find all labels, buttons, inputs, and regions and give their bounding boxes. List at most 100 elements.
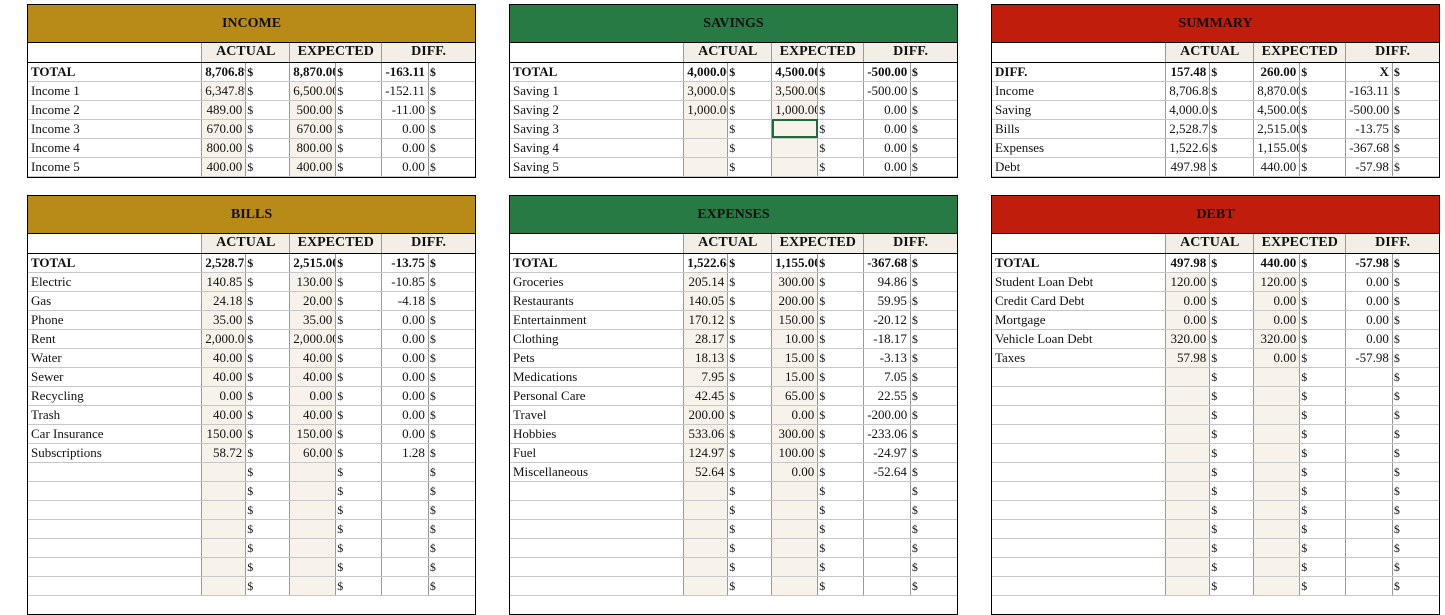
expected-value[interactable]: 400.00	[289, 157, 337, 177]
actual-value[interactable]	[1165, 424, 1211, 444]
row-label[interactable]	[992, 386, 1167, 406]
diff-value[interactable]: -233.06	[863, 424, 911, 444]
expected-value[interactable]	[771, 138, 819, 158]
expected-value[interactable]: 40.00	[289, 348, 337, 368]
diff-value[interactable]: -500.00	[1345, 100, 1393, 120]
actual-value[interactable]: 8,706.89	[1165, 81, 1211, 101]
diff-value[interactable]: -4.18	[381, 291, 429, 311]
actual-value[interactable]: 2,000.00	[201, 329, 247, 349]
diff-value[interactable]: -13.75	[1345, 119, 1393, 139]
diff-value[interactable]	[381, 576, 429, 596]
diff-value[interactable]: -57.98	[1345, 157, 1393, 177]
expected-value[interactable]	[1253, 405, 1301, 425]
actual-value[interactable]	[683, 119, 729, 139]
row-label[interactable]: Gas	[28, 291, 203, 311]
diff-value[interactable]: -57.98	[1345, 348, 1393, 368]
row-label[interactable]	[510, 576, 685, 596]
diff-value[interactable]: -163.11	[1345, 81, 1393, 101]
row-label[interactable]: Income 3	[28, 119, 203, 139]
expected-value[interactable]: 1,155.00	[771, 253, 819, 273]
row-label[interactable]	[992, 481, 1167, 501]
actual-value[interactable]	[201, 481, 247, 501]
actual-value[interactable]	[683, 481, 729, 501]
expected-value[interactable]: 10.00	[771, 329, 819, 349]
actual-value[interactable]	[1165, 367, 1211, 387]
actual-value[interactable]	[201, 576, 247, 596]
expected-value[interactable]	[289, 519, 337, 539]
expected-value[interactable]	[289, 538, 337, 558]
row-label[interactable]: Water	[28, 348, 203, 368]
expected-value[interactable]	[1253, 424, 1301, 444]
row-label[interactable]: TOTAL	[992, 253, 1167, 273]
actual-value[interactable]: 497.98	[1165, 253, 1211, 273]
row-label[interactable]	[992, 500, 1167, 520]
expected-value[interactable]: 440.00	[1253, 253, 1301, 273]
diff-value[interactable]	[381, 462, 429, 482]
diff-value[interactable]: 1.28	[381, 443, 429, 463]
diff-value[interactable]: 0.00	[1345, 310, 1393, 330]
row-label[interactable]	[510, 519, 685, 539]
diff-value[interactable]: 0.00	[863, 157, 911, 177]
diff-value[interactable]	[1345, 386, 1393, 406]
diff-value[interactable]	[1345, 576, 1393, 596]
actual-value[interactable]: 40.00	[201, 348, 247, 368]
diff-value[interactable]	[1345, 443, 1393, 463]
expected-value[interactable]: 260.00	[1253, 62, 1301, 82]
diff-value[interactable]: 0.00	[381, 157, 429, 177]
actual-value[interactable]: 1,000.00	[683, 100, 729, 120]
row-label[interactable]: TOTAL	[28, 253, 203, 273]
diff-value[interactable]: 0.00	[1345, 272, 1393, 292]
diff-value[interactable]: 0.00	[381, 424, 429, 444]
actual-value[interactable]: 124.97	[683, 443, 729, 463]
diff-value[interactable]: -500.00	[863, 81, 911, 101]
expected-value[interactable]: 2,515.00	[289, 253, 337, 273]
diff-value[interactable]: -13.75	[381, 253, 429, 273]
actual-value[interactable]	[1165, 386, 1211, 406]
actual-value[interactable]: 24.18	[201, 291, 247, 311]
expected-value[interactable]: 20.00	[289, 291, 337, 311]
expected-value[interactable]: 120.00	[1253, 272, 1301, 292]
row-label[interactable]: Restaurants	[510, 291, 685, 311]
diff-value[interactable]	[1345, 462, 1393, 482]
actual-value[interactable]	[1165, 481, 1211, 501]
actual-value[interactable]	[683, 157, 729, 177]
expected-value[interactable]: 8,870.00	[1253, 81, 1301, 101]
row-label[interactable]: Entertainment	[510, 310, 685, 330]
actual-value[interactable]: 8,706.89	[201, 62, 247, 82]
expected-value[interactable]: 300.00	[771, 424, 819, 444]
expected-value[interactable]: 200.00	[771, 291, 819, 311]
row-label[interactable]: Car Insurance	[28, 424, 203, 444]
row-label[interactable]	[992, 557, 1167, 577]
actual-value[interactable]	[1165, 557, 1211, 577]
actual-value[interactable]: 2,528.75	[201, 253, 247, 273]
expected-value[interactable]: 0.00	[1253, 291, 1301, 311]
diff-value[interactable]: -24.97	[863, 443, 911, 463]
expected-value[interactable]	[289, 481, 337, 501]
diff-value[interactable]: 0.00	[381, 348, 429, 368]
diff-value[interactable]: 94.86	[863, 272, 911, 292]
actual-value[interactable]	[201, 500, 247, 520]
actual-value[interactable]: 120.00	[1165, 272, 1211, 292]
row-label[interactable]: Income	[992, 81, 1167, 101]
expected-value[interactable]: 1,155.00	[1253, 138, 1301, 158]
diff-value[interactable]: 7.05	[863, 367, 911, 387]
actual-value[interactable]: 2,528.75	[1165, 119, 1211, 139]
expected-value[interactable]: 4,500.00	[1253, 100, 1301, 120]
actual-value[interactable]: 157.48	[1165, 62, 1211, 82]
actual-value[interactable]	[1165, 405, 1211, 425]
expected-value[interactable]: 2,000.00	[289, 329, 337, 349]
row-label[interactable]	[510, 538, 685, 558]
actual-value[interactable]: 670.00	[201, 119, 247, 139]
diff-value[interactable]: -500.00	[863, 62, 911, 82]
row-label[interactable]: Personal Care	[510, 386, 685, 406]
expected-value[interactable]	[289, 500, 337, 520]
actual-value[interactable]: 205.14	[683, 272, 729, 292]
diff-value[interactable]	[381, 538, 429, 558]
actual-value[interactable]: 150.00	[201, 424, 247, 444]
diff-value[interactable]: -3.13	[863, 348, 911, 368]
diff-value[interactable]: -163.11	[381, 62, 429, 82]
actual-value[interactable]: 7.95	[683, 367, 729, 387]
expected-value[interactable]: 8,870.00	[289, 62, 337, 82]
row-label[interactable]	[992, 519, 1167, 539]
actual-value[interactable]	[201, 462, 247, 482]
